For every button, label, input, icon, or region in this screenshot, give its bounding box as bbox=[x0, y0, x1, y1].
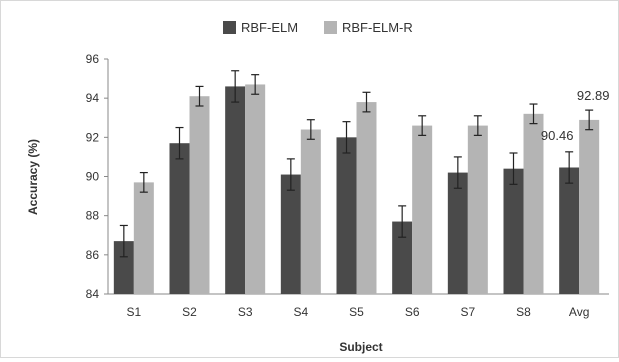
bar-rbf-elm-r-s4 bbox=[300, 129, 321, 294]
bar-rbf-elm-r-s1 bbox=[133, 182, 154, 294]
legend: RBF-ELM RBF-ELM-R bbox=[223, 20, 413, 35]
y-tick-label: 86 bbox=[86, 248, 100, 262]
x-tick-label: S1 bbox=[126, 305, 141, 319]
bar-rbf-elm-s5 bbox=[336, 137, 357, 294]
y-tick-label: 92 bbox=[86, 130, 100, 144]
x-axis-label: Subject bbox=[339, 340, 382, 354]
x-tick-label: S4 bbox=[293, 305, 308, 319]
bar-rbf-elm-s1 bbox=[113, 241, 134, 294]
legend-label-rbf-elm-r: RBF-ELM-R bbox=[342, 20, 413, 35]
bar-rbf-elm-s8 bbox=[503, 168, 524, 294]
legend-swatch-rbf-elm bbox=[223, 21, 236, 34]
bar-rbf-elm-r-s3 bbox=[245, 84, 266, 294]
legend-swatch-rbf-elm-r bbox=[324, 21, 337, 34]
x-tick-label: S2 bbox=[182, 305, 197, 319]
y-tick-label: 84 bbox=[86, 287, 100, 301]
annotation-rbf-elm-r-avg: 92.89 bbox=[577, 88, 610, 103]
y-tick-label: 94 bbox=[86, 91, 100, 105]
x-tick-label: S5 bbox=[349, 305, 364, 319]
y-ticks: 84 86 88 90 92 94 96 bbox=[86, 52, 108, 301]
bar-rbf-elm-s4 bbox=[280, 174, 301, 294]
x-tick-label: S7 bbox=[460, 305, 475, 319]
bar-rbf-elm-r-s8 bbox=[523, 113, 544, 294]
bars bbox=[113, 70, 600, 295]
bar-rbf-elm-r-s5 bbox=[356, 102, 377, 294]
bar-rbf-elm-avg bbox=[559, 167, 580, 294]
legend-label-rbf-elm: RBF-ELM bbox=[241, 20, 298, 35]
y-tick-label: 96 bbox=[86, 52, 100, 66]
x-tick-label: Avg bbox=[569, 305, 589, 319]
y-tick-label: 88 bbox=[86, 209, 100, 223]
x-tick-label: S3 bbox=[238, 305, 253, 319]
x-tick-label: S8 bbox=[516, 305, 531, 319]
x-tick-label: S6 bbox=[405, 305, 420, 319]
bar-rbf-elm-s3 bbox=[225, 86, 246, 295]
x-ticks: S1 S2 S3 S4 S5 S6 S7 S8 Avg bbox=[126, 305, 589, 319]
bar-rbf-elm-s6 bbox=[392, 221, 413, 294]
bar-rbf-elm-s7 bbox=[447, 172, 468, 294]
annotation-rbf-elm-avg: 90.46 bbox=[541, 128, 574, 143]
y-tick-label: 90 bbox=[86, 170, 100, 184]
y-axis-label: Accuracy (%) bbox=[26, 139, 40, 215]
bar-rbf-elm-r-avg bbox=[579, 119, 600, 294]
bar-rbf-elm-r-s2 bbox=[189, 96, 210, 294]
bar-rbf-elm-r-s6 bbox=[412, 125, 433, 294]
bar-rbf-elm-r-s7 bbox=[467, 125, 488, 294]
bar-rbf-elm-s2 bbox=[169, 143, 190, 294]
